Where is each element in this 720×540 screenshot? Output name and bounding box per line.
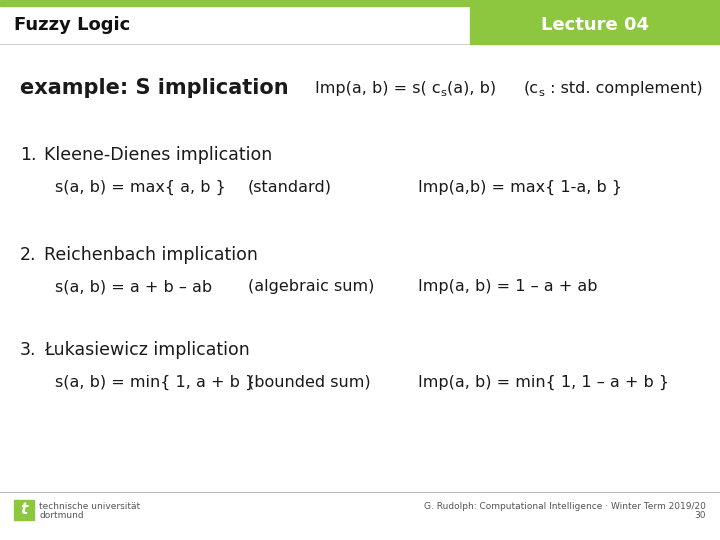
Bar <box>470 6 720 44</box>
Text: (standard): (standard) <box>248 179 332 194</box>
Text: 1.: 1. <box>20 146 37 164</box>
Text: example: S implication: example: S implication <box>20 78 289 98</box>
Text: 30: 30 <box>695 511 706 520</box>
Text: technische universität: technische universität <box>39 502 140 511</box>
Bar <box>0 0 720 6</box>
Text: (algebraic sum): (algebraic sum) <box>248 280 374 294</box>
Text: (a), b): (a), b) <box>446 80 496 96</box>
Text: s: s <box>441 88 446 98</box>
Bar <box>14 500 34 520</box>
Text: 2.: 2. <box>20 246 37 264</box>
Text: Imp(a, b) = min{ 1, 1 – a + b }: Imp(a, b) = min{ 1, 1 – a + b } <box>418 374 669 389</box>
Text: dortmund: dortmund <box>39 511 84 520</box>
Bar <box>0 6 720 44</box>
Text: s: s <box>539 88 545 98</box>
Text: G. Rudolph: Computational Intelligence · Winter Term 2019/20: G. Rudolph: Computational Intelligence ·… <box>424 502 706 511</box>
Text: Fuzzy Logic: Fuzzy Logic <box>14 16 130 34</box>
Text: (c: (c <box>523 80 539 96</box>
Text: Imp(a, b) = 1 – a + ab: Imp(a, b) = 1 – a + ab <box>418 280 598 294</box>
Text: Kleene-Dienes implication: Kleene-Dienes implication <box>44 146 272 164</box>
Text: Reichenbach implication: Reichenbach implication <box>44 246 258 264</box>
Text: 3.: 3. <box>20 341 37 359</box>
Text: s(a, b) = max{ a, b }: s(a, b) = max{ a, b } <box>55 179 226 194</box>
Text: (bounded sum): (bounded sum) <box>248 375 371 389</box>
Text: s(a, b) = a + b – ab: s(a, b) = a + b – ab <box>55 280 212 294</box>
Text: Imp(a,b) = max{ 1-a, b }: Imp(a,b) = max{ 1-a, b } <box>418 179 622 194</box>
Text: Lecture 04: Lecture 04 <box>541 16 649 34</box>
Text: s(a, b) = min{ 1, a + b }: s(a, b) = min{ 1, a + b } <box>55 374 255 389</box>
Text: Imp(a, b) = s( c: Imp(a, b) = s( c <box>315 80 441 96</box>
Text: t: t <box>20 503 27 517</box>
Text: : std. complement): : std. complement) <box>545 80 703 96</box>
Text: Łukasiewicz implication: Łukasiewicz implication <box>44 341 250 359</box>
